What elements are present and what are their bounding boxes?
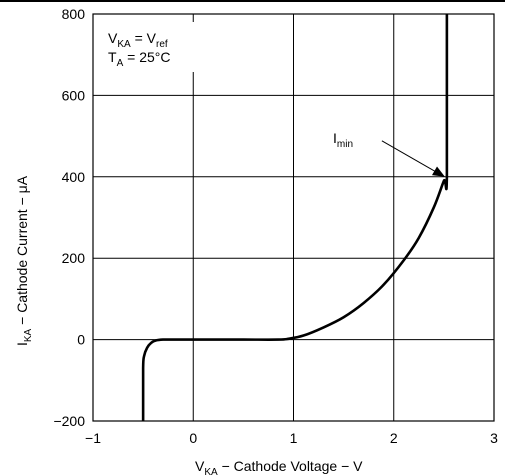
imin-annotation: Imin — [328, 128, 445, 177]
y-tick-label: −200 — [53, 413, 85, 429]
plot-frame — [92, 13, 495, 422]
condition-vka: VKA = Vref — [108, 30, 168, 50]
imin-bg — [328, 128, 368, 150]
y-tick-label: 600 — [62, 87, 86, 103]
x-tick-label: 0 — [189, 430, 197, 446]
imin-arrow-line — [381, 140, 437, 173]
y-axis-label: IKA − Cathode Current − μA — [14, 175, 34, 346]
x-tick-label: −1 — [85, 430, 101, 446]
series-curve — [141, 14, 449, 421]
x-tick-label: 3 — [490, 430, 498, 446]
x-axis-label: VKA − Cathode Voltage − V — [195, 458, 363, 476]
y-tick-label: 800 — [62, 6, 86, 22]
conditions-box: VKA = Vref TA = 25°C — [103, 22, 195, 72]
x-tick-label: 2 — [390, 430, 398, 446]
x-tick-label: 1 — [290, 430, 298, 446]
grid — [93, 14, 494, 421]
y-tick-label: 200 — [62, 250, 86, 266]
condition-ta: TA = 25°C — [108, 49, 170, 69]
y-tick-label: 0 — [77, 332, 85, 348]
imin-arrowhead — [432, 166, 445, 177]
y-tick-label: 400 — [62, 169, 86, 185]
conditions-bg — [103, 22, 195, 72]
top-rule — [0, 0, 505, 2]
imin-label: Imin — [333, 130, 353, 150]
tick-labels: −1 0 1 2 3 −200 0 200 400 600 800 — [53, 6, 498, 446]
